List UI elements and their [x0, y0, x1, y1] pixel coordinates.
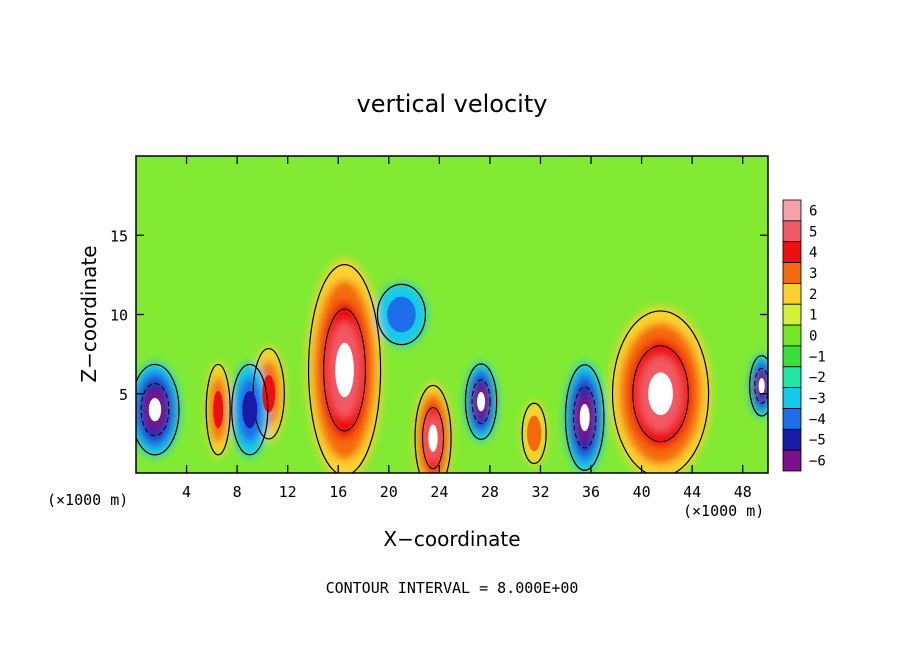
x-tick-label-5: 24	[430, 483, 448, 501]
updraft-contour-1	[611, 310, 710, 473]
downdraft-cell-3-band-4	[758, 378, 765, 394]
x-tick-label-7: 32	[531, 483, 549, 501]
colorbar-label-2: 4	[809, 245, 817, 261]
x-tick-label-0: 4	[182, 483, 191, 501]
colorbar-label-10: −4	[809, 412, 826, 428]
colorbar-swatch-11	[782, 428, 802, 451]
colorbar-swatch-7	[782, 345, 802, 368]
downdraft-inner-contour-2	[471, 379, 491, 424]
downdraft-contour-3	[749, 355, 768, 417]
updraft-cell-5-band-1	[527, 415, 542, 452]
colorbar-label-12: −6	[809, 454, 826, 470]
downdraft-cell-1-band-4	[579, 403, 590, 432]
downdraft-cell-2-band-4	[477, 391, 486, 412]
downdraft-inner-contour-3	[754, 367, 768, 404]
x-unit-left: (×1000 m)	[47, 491, 128, 509]
updraft-contour-2	[414, 384, 452, 473]
downdraft-cell-0-band-4	[148, 397, 162, 422]
updraft-cell-0-band-4	[335, 342, 354, 398]
colorbar-label-8: −2	[809, 370, 826, 386]
x-tick-label-3: 16	[329, 483, 347, 501]
updraft-inner-contour-2	[422, 407, 444, 470]
updraft-contour-3	[205, 363, 231, 456]
x-axis-label: X−coordinate	[383, 527, 520, 551]
x-tick-label-4: 20	[380, 483, 398, 501]
y-tick-label-2: 15	[110, 227, 128, 245]
downdraft-contour-1	[564, 364, 605, 471]
colorbar-swatch-3	[782, 262, 802, 284]
colorbar-swatch-2	[782, 241, 802, 263]
colorbar-label-1: 5	[809, 224, 817, 240]
downdraft-contour-5	[376, 283, 427, 346]
downdraft-cell-5-band-1	[387, 296, 416, 333]
colorbar-label-0: 6	[809, 203, 817, 219]
chart-title: vertical velocity	[357, 90, 548, 118]
x-tick-label-8: 36	[582, 483, 600, 501]
colorbar-swatch-8	[782, 366, 802, 389]
colorbar-label-7: −1	[809, 349, 826, 365]
x-tick-label-1: 8	[233, 483, 242, 501]
x-unit-right: (×1000 m)	[683, 502, 764, 520]
colorbar-label-5: 1	[809, 308, 817, 324]
colorbar-swatch-1	[782, 220, 802, 243]
updraft-contour-0	[307, 264, 382, 473]
downdraft-inner-contour-0	[140, 382, 170, 437]
colorbar-swatch-10	[782, 408, 802, 430]
colorbar-label-6: 0	[809, 329, 817, 345]
x-tick-label-9: 40	[633, 483, 651, 501]
colorbar-label-11: −5	[809, 433, 826, 449]
downdraft-contour-0	[136, 363, 180, 456]
colorbar-swatch-5	[782, 303, 802, 326]
colorbar-swatch-0	[782, 199, 802, 222]
plot-area	[135, 155, 769, 474]
colorbar-swatch-9	[782, 387, 802, 409]
colorbar-swatch-6	[782, 324, 802, 347]
contour-interval-note: CONTOUR INTERVAL = 8.000E+00	[326, 579, 579, 597]
updraft-inner-contour-1	[632, 345, 689, 443]
y-tick-label-0: 5	[119, 386, 128, 404]
y-axis: 5 10 15	[110, 227, 768, 404]
updraft-cell-2-band-4	[428, 424, 438, 452]
x-tick-label-11: 48	[734, 483, 752, 501]
colorbar-legend: 6 5 4 3 2 1 0 −1 −2 −3 −4 −5 −6	[782, 199, 826, 472]
updraft-cell-1-band-4	[648, 372, 673, 416]
colorbar-label-3: 3	[809, 266, 817, 282]
x-tick-label-10: 44	[683, 483, 701, 501]
x-axis: 4 8 12 16 20 24 28 32 36 40 44 48	[182, 156, 752, 501]
updraft-inner-contour-0	[323, 308, 366, 432]
downdraft-cell-4-band-2	[242, 390, 258, 429]
updraft-contour-5	[521, 402, 547, 465]
y-axis-label: Z−coordinate	[77, 245, 101, 382]
downdraft-contour-2	[464, 363, 498, 440]
x-tick-label-6: 28	[481, 483, 499, 501]
colorbar-label-9: −3	[809, 391, 826, 407]
downdraft-contour-4	[231, 363, 269, 456]
updraft-cell-4-band-2	[262, 375, 276, 413]
downdraft-inner-contour-1	[573, 386, 597, 449]
colorbar-swatch-4	[782, 282, 802, 305]
colorbar-swatch-12	[782, 449, 802, 472]
colorbar-label-4: 2	[809, 287, 817, 303]
y-tick-label-1: 10	[110, 307, 128, 325]
x-tick-label-2: 12	[279, 483, 297, 501]
updraft-cell-3-band-2	[213, 390, 224, 429]
